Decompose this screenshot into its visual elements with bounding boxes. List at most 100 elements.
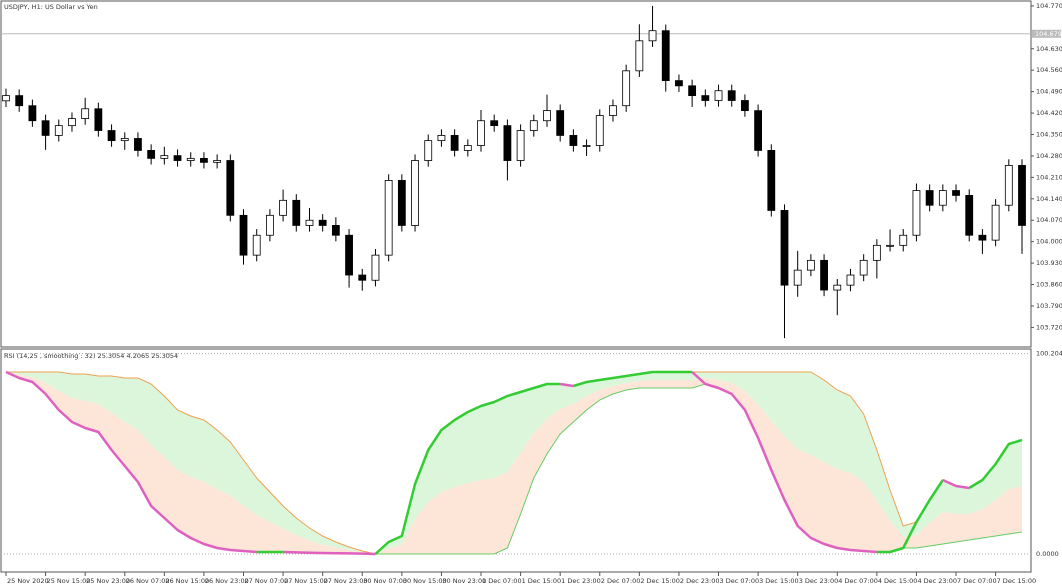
y-tick-label: 100.2046 [1036, 350, 1062, 358]
x-tick-label: 30 Nov 07:00 [363, 577, 407, 585]
candle-body [265, 214, 274, 236]
candle-body [701, 95, 710, 101]
candle-body [160, 155, 169, 159]
x-tick-label: 7 Dec 07:00 [957, 577, 997, 585]
candle-body [15, 95, 24, 107]
candle-body [186, 157, 195, 161]
x-tick-label: 26 Nov 15:00 [165, 577, 209, 585]
y-tick-label: 104.210 [1036, 173, 1062, 181]
upper-band-fill [6, 372, 1022, 554]
x-tick-label: 30 Nov 15:00 [403, 577, 447, 585]
candle-body [978, 234, 987, 241]
rsi-line [942, 478, 970, 490]
x-tick-label: 1 Dec 23:00 [561, 577, 601, 585]
x-tick-label: 3 Dec 07:00 [720, 577, 760, 585]
candle-body [793, 269, 802, 286]
y-tick-label: 104.420 [1036, 109, 1062, 117]
candle-body [543, 110, 551, 122]
current-price-label: 104.679 [1035, 30, 1062, 38]
x-tick-label: 25 Nov 23:00 [86, 577, 130, 585]
x-tick-label: 26 Nov 07:00 [126, 577, 170, 585]
x-tick-label: 2 Dec 23:00 [680, 577, 720, 585]
candle-body [173, 155, 182, 161]
candle-body [239, 214, 248, 256]
candle-body [411, 160, 419, 226]
candle-body [938, 190, 947, 206]
x-tick-label: 27 Nov 23:00 [324, 577, 368, 585]
candle-body [556, 110, 565, 136]
candle-body [820, 259, 828, 291]
rsi-line [559, 382, 574, 388]
candle-body [503, 125, 512, 161]
candle-body [622, 70, 631, 107]
candle-body [252, 234, 261, 256]
price-panel [0, 0, 1032, 348]
candle-body [94, 108, 103, 131]
x-tick-label: 2 Dec 07:00 [601, 577, 641, 585]
candle-body [424, 140, 433, 161]
rsi-line [573, 370, 693, 388]
x-tick-label: 25 Nov 15:00 [47, 577, 91, 585]
candle-body [529, 120, 538, 131]
candle-body [213, 160, 222, 163]
y-tick-label: 104.490 [1036, 88, 1062, 96]
rsi-line [283, 550, 376, 556]
candle-body [991, 204, 1000, 241]
rsi-line [691, 371, 877, 554]
candle-body [68, 118, 76, 127]
candle-body [477, 120, 485, 146]
y-tick-label: 104.000 [1036, 238, 1062, 246]
x-tick-label: 7 Dec 15:00 [997, 577, 1037, 585]
candle-body [859, 259, 868, 276]
x-tick-label: 27 Nov 07:00 [245, 577, 289, 585]
x-tick-label: 4 Dec 23:00 [917, 577, 957, 585]
candle-body [305, 219, 314, 226]
candle-body [714, 90, 723, 101]
x-tick-label: 2 Dec 15:00 [640, 577, 680, 585]
candle-body [569, 135, 578, 146]
candle-body [200, 157, 208, 163]
candle-body [147, 150, 156, 159]
y-tick-label: 104.140 [1036, 195, 1062, 203]
indicator-title: RSI (14,25 , smoothing : 32) 25.3054 4.2… [4, 352, 178, 360]
candle-body [28, 105, 37, 122]
candle-body [358, 274, 367, 281]
y-tick-label: 104.560 [1036, 66, 1062, 74]
y-tick-label: 104.280 [1036, 152, 1062, 160]
rsi-line [968, 438, 1023, 490]
x-tick-label: 1 Dec 15:00 [522, 577, 562, 585]
y-tick-label: 103.790 [1036, 302, 1062, 310]
current-price-box [1032, 29, 1061, 38]
candle-body [450, 135, 459, 151]
candle-body [134, 138, 142, 151]
rsi-line [5, 370, 257, 554]
candle-body [754, 110, 763, 151]
x-tick-label: 30 Nov 23:00 [442, 577, 486, 585]
candle-body [107, 130, 116, 142]
y-tick-label: 104.070 [1036, 216, 1062, 224]
candle-body [741, 100, 749, 112]
candle-body [490, 120, 499, 127]
x-tick-label: 26 Nov 23:00 [205, 577, 249, 585]
x-tick-label: 1 Dec 07:00 [482, 577, 522, 585]
y-tick-label: 104.630 [1036, 45, 1062, 53]
candle-body [463, 145, 472, 151]
candle-body [318, 219, 327, 226]
candle-body [331, 225, 340, 236]
rsi-panel [0, 348, 1032, 573]
candle-body [1018, 165, 1026, 226]
candle-body [2, 95, 10, 102]
candle-body [780, 210, 789, 286]
x-tick-label: 25 Nov 2020 [7, 577, 49, 585]
candle-body [279, 199, 287, 216]
y-tick-label: 104.350 [1036, 131, 1062, 139]
candle-body [345, 234, 353, 276]
candle-body [384, 180, 393, 256]
candle-body [912, 190, 921, 236]
candle-body [688, 85, 697, 97]
candle-body [437, 135, 446, 142]
x-tick-label: 3 Dec 15:00 [759, 577, 799, 585]
candle-body [661, 30, 670, 82]
x-tick-label: 4 Dec 07:00 [838, 577, 878, 585]
candle-body [806, 259, 815, 271]
